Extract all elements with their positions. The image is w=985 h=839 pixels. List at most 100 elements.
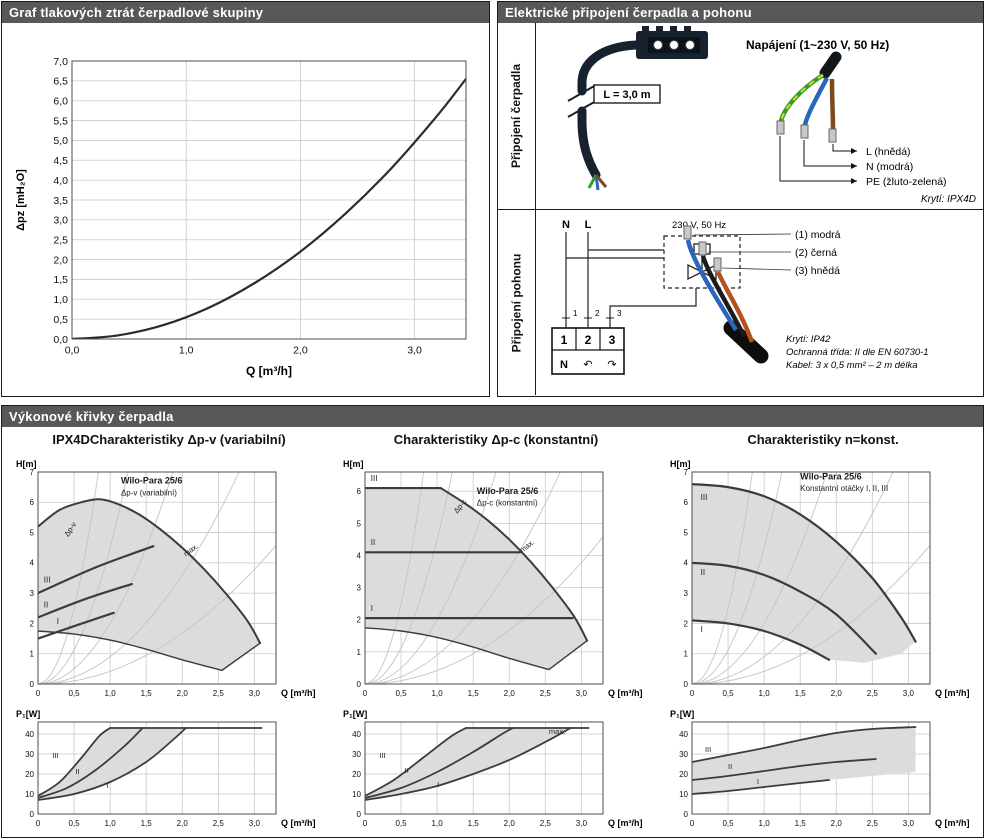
svg-text:1,0: 1,0: [432, 819, 444, 828]
svg-text:Q [m³/h]: Q [m³/h]: [281, 688, 316, 698]
terminal-cell: 3: [609, 333, 616, 347]
svg-text:4: 4: [30, 559, 35, 568]
terminal-cell: 2: [585, 333, 592, 347]
svg-text:5,5: 5,5: [53, 115, 68, 127]
rotation-cw-icon: ↷: [607, 359, 616, 371]
svg-text:II: II: [76, 767, 80, 776]
svg-text:I: I: [107, 781, 109, 790]
svg-text:Q [m³/h]: Q [m³/h]: [608, 688, 643, 698]
svg-text:Q [m³/h]: Q [m³/h]: [935, 688, 970, 698]
svg-text:5: 5: [30, 528, 35, 537]
electrical-connection-panel: Elektrické připojení čerpadla a pohonu P…: [497, 1, 984, 397]
svg-text:0: 0: [357, 680, 362, 689]
svg-text:III: III: [701, 493, 708, 502]
svg-text:III: III: [705, 745, 711, 754]
svg-text:Q [m³/h]: Q [m³/h]: [935, 818, 970, 828]
svg-text:1,0: 1,0: [105, 819, 117, 828]
power-plug-connector: [636, 26, 708, 59]
wire-ferrule: [828, 128, 837, 143]
l-wire-end: [594, 174, 608, 188]
drive-connection-side-label: Připojení pohonu: [498, 210, 536, 395]
svg-text:2,0: 2,0: [504, 819, 516, 828]
drive-connection-diagram: N L 230 V, 50 Hz: [551, 219, 929, 375]
svg-text:2: 2: [684, 619, 689, 628]
pe-wire-stripe: [780, 74, 824, 122]
svg-text:P₁[W]: P₁[W]: [343, 709, 367, 719]
svg-text:1,5: 1,5: [795, 689, 807, 698]
drive-wire-label-2: (2) černá: [795, 247, 837, 259]
wire-ferrule: [713, 257, 722, 272]
svg-text:1,5: 1,5: [468, 689, 480, 698]
wire-ferrule: [800, 124, 809, 139]
rotation-ccw-icon: ↶: [583, 359, 592, 371]
curve-group-title: IPX4DCharakteristiky Δp-v (variabilní): [52, 432, 286, 447]
svg-text:3,0: 3,0: [407, 345, 422, 357]
svg-text:H[m]: H[m]: [16, 459, 37, 469]
svg-text:2,5: 2,5: [867, 689, 879, 698]
svg-text:6: 6: [684, 498, 689, 507]
svg-text:III: III: [44, 576, 51, 585]
svg-text:40: 40: [25, 730, 34, 739]
svg-text:H[m]: H[m]: [670, 459, 691, 469]
svg-text:Wilo-Para 25/6: Wilo-Para 25/6: [121, 476, 182, 486]
svg-text:0: 0: [30, 680, 35, 689]
curve-group-dpv: IPX4DCharakteristiky Δp-v (variabilní) 0…: [14, 432, 324, 832]
svg-text:Q [m³/h]: Q [m³/h]: [608, 818, 643, 828]
svg-text:2,5: 2,5: [213, 689, 225, 698]
n-terminal-label: N: [562, 219, 570, 231]
wire-ferrule: [776, 120, 785, 135]
drive-wire-1: [685, 239, 738, 332]
n-wire-label: N (modrá): [866, 161, 913, 173]
svg-text:0: 0: [36, 819, 41, 828]
terminal-number: 1: [573, 309, 578, 318]
terminal-number: 2: [595, 309, 600, 318]
svg-text:10: 10: [352, 790, 361, 799]
svg-text:20: 20: [352, 770, 361, 779]
drive-note-3: Kabel: 3 x 0,5 mm² – 2 m délka: [786, 360, 917, 371]
svg-text:0: 0: [363, 819, 368, 828]
cable-length-label: L = 3,0 m: [603, 89, 650, 101]
wire-ferrule: [698, 241, 707, 256]
svg-text:1: 1: [30, 650, 35, 659]
svg-text:P₁[W]: P₁[W]: [16, 709, 40, 719]
dpc-head-chart: 0 0,5 1,0 1,5 2,0 2,5 3,0 0 1 2 3 4 5 6 Wilo-Para 25/6…: [343, 459, 643, 698]
svg-text:I: I: [757, 777, 759, 786]
pressure-loss-panel: Graf tlakových ztrát čerpadlové skupiny …: [1, 1, 490, 397]
terminal-box: [551, 327, 625, 375]
svg-text:2: 2: [30, 619, 35, 628]
svg-text:2,0: 2,0: [831, 689, 843, 698]
pe-wire-label: PE (žluto-zelená): [866, 176, 947, 188]
svg-text:2,0: 2,0: [177, 819, 189, 828]
supply-title: Napájení (1~230 V, 50 Hz): [746, 38, 889, 52]
drive-note-2: Ochranná třída: II dle EN 60730-1: [786, 347, 929, 358]
svg-text:I: I: [57, 617, 59, 626]
svg-text:3,0: 3,0: [249, 689, 261, 698]
svg-text:7,0: 7,0: [53, 56, 68, 68]
svg-text:1,5: 1,5: [468, 819, 480, 828]
svg-text:5: 5: [357, 519, 362, 528]
svg-text:0: 0: [684, 810, 689, 819]
svg-text:4: 4: [684, 559, 689, 568]
curve-group-dpc: Charakteristiky Δp-c (konstantní) 0 0,5 1,…: [341, 432, 651, 832]
dpc-power-chart: 0 0,5 1,0 1,5 2,0 2,5 3,0010203040IIIIIImax.P₁…: [343, 709, 643, 828]
l-wire-arrow: [832, 144, 857, 154]
svg-text:0,5: 0,5: [68, 819, 80, 828]
svg-text:3,5: 3,5: [53, 195, 68, 207]
svg-text:30: 30: [352, 750, 361, 759]
pressure-loss-chart: 0,0 1,0 2,0 3,0 0,0 0,5 1,0 1,5 2,0 2,5 3,0 3,5 4,0 4…: [15, 56, 467, 378]
svg-text:3,0: 3,0: [249, 819, 261, 828]
svg-text:0,5: 0,5: [722, 689, 734, 698]
curve-group-title: Charakteristiky n=konst.: [747, 432, 899, 447]
svg-text:1,5: 1,5: [795, 819, 807, 828]
pe-wire-arrow: [779, 136, 857, 184]
svg-text:6: 6: [357, 487, 362, 496]
drive-wire-label-1: (1) modrá: [795, 229, 841, 241]
pump-protection-note: Krytí: IPX4D: [921, 194, 976, 205]
svg-text:3,0: 3,0: [903, 689, 915, 698]
drive-note-1: Krytí: IP42: [786, 334, 831, 345]
neutral-symbol: N: [560, 359, 568, 371]
l-wire-label: L (hnědá): [866, 146, 911, 158]
svg-text:Δp-c (konstantní): Δp-c (konstantní): [477, 498, 538, 507]
svg-text:III: III: [379, 751, 385, 760]
l-terminal-label: L: [585, 219, 592, 231]
